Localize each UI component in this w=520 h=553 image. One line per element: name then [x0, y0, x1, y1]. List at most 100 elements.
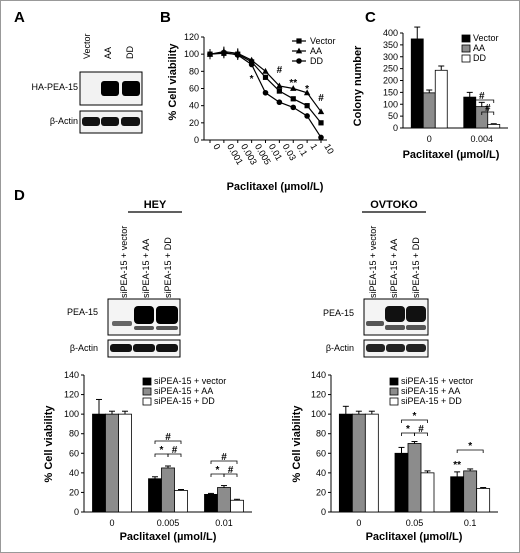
d2-significance-mark: * [406, 424, 410, 435]
c-x-tick-label: 0 [427, 134, 432, 144]
d2-y-tick-label: 140 [311, 370, 326, 380]
d1-bar [148, 478, 162, 513]
d1-x-tick-label: 0.005 [157, 518, 180, 528]
ovtoko-lane-dd: siPEA-15 + DD [411, 237, 421, 298]
d1-x-tick-label: 0 [109, 518, 114, 528]
d1-y-tick-label: 140 [64, 370, 79, 380]
c-x-tick-label: 0.004 [470, 134, 493, 144]
b-y-tick-label: 100 [184, 49, 199, 59]
c-ylabel: Colony number [352, 45, 364, 126]
b-significance-mark: # [277, 65, 283, 76]
d2-significance-mark: # [418, 424, 424, 435]
d2-legend-label: siPEA-15 + vector [401, 376, 473, 386]
d1-y-tick-label: 40 [69, 468, 79, 478]
b-significance-mark: ** [289, 78, 297, 89]
d1-bracket [167, 453, 182, 457]
b-point [296, 58, 302, 64]
b-y-tick-label: 120 [184, 32, 199, 42]
d2-y-tick-label: 60 [316, 448, 326, 458]
c-bracket [469, 99, 495, 103]
d2-xlabel: Paclitaxel (µmol/L) [366, 531, 463, 543]
b-point [317, 108, 325, 115]
blot-hey-title: HEY [144, 199, 167, 211]
b-point [303, 89, 311, 96]
c-significance-mark: # [479, 91, 485, 102]
b-x-tick-label: 1 [308, 142, 319, 151]
d2-y-tick-label: 80 [316, 429, 326, 439]
d1-bars [92, 398, 244, 513]
b-legend-label: DD [310, 56, 323, 66]
b-point [290, 96, 296, 102]
c-y-tick-label: 350 [383, 40, 398, 50]
d2-bar [364, 413, 379, 513]
d2-x-tick-label: 0 [356, 518, 361, 528]
d1-x-tick-label: 0.01 [215, 518, 233, 528]
d1-y-tick-label: 0 [74, 507, 79, 517]
d2-bar [420, 472, 435, 513]
d2-bar [351, 413, 366, 513]
d2-y-tick-label: 40 [316, 468, 326, 478]
d2-y-tick-label: 120 [311, 390, 326, 400]
b-significance-mark: * [250, 74, 254, 85]
blot-ovtoko: OVTOKO siPEA-15 + vector siPEA-15 + AA s… [323, 199, 429, 358]
d1-legend-swatch [142, 387, 152, 396]
d1-annotations: * ##* ## [154, 432, 238, 477]
d2-legend-swatch [389, 387, 399, 396]
d1-y-tick-label: 20 [69, 487, 79, 497]
d2-significance-mark: ** [453, 460, 461, 471]
b-point [296, 38, 302, 44]
c-bar [487, 124, 501, 129]
panel-d-ovtoko-chart: % Cell viability Paclitaxel (µmol/L) 0 20… [291, 370, 498, 543]
d1-bracket [223, 473, 238, 477]
blot-a-row-ha-pea15: HA-PEA-15 [31, 82, 78, 92]
b-point [234, 52, 241, 58]
c-legend-swatch [461, 54, 471, 63]
b-y-tick-label: 40 [189, 101, 199, 111]
c-legend-swatch [461, 44, 471, 53]
d1-y-tick-label: 80 [69, 429, 79, 439]
d1-bar [105, 413, 119, 513]
d2-x-tick-label: 0.05 [406, 518, 424, 528]
d1-legend-swatch [142, 397, 152, 406]
c-annotations: ## [469, 91, 495, 115]
d1-bar [92, 413, 106, 513]
d1-bar [230, 499, 244, 513]
d1-bar [118, 413, 132, 513]
panel-letter-b: B [160, 9, 171, 26]
c-y-tick-label: 50 [388, 111, 398, 121]
lane-label-dd: DD [125, 46, 135, 59]
d1-legend-label: siPEA-15 + AA [154, 386, 213, 396]
ovtoko-lane-vector: siPEA-15 + vector [368, 226, 378, 298]
d2-bracket [456, 449, 484, 453]
d2-bar [338, 413, 353, 513]
d1-significance-mark: # [165, 432, 171, 443]
c-significance-mark: # [485, 103, 491, 114]
d2-significance-mark: * [468, 441, 472, 452]
b-ylabel: % Cell viability [167, 43, 179, 121]
c-y-tick-label: 150 [383, 87, 398, 97]
blot-ovtoko-title: OVTOKO [370, 199, 418, 211]
b-point [304, 103, 310, 109]
b-point [318, 134, 324, 141]
d1-significance-mark: # [172, 445, 178, 456]
d1-significance-mark: # [228, 465, 234, 476]
blot-a-lane-labels: Vector AA DD [82, 33, 135, 59]
d2-legend-swatch [389, 397, 399, 406]
b-point [276, 88, 282, 94]
hey-lane-dd: siPEA-15 + DD [163, 237, 173, 298]
band-dd [122, 81, 140, 96]
blot-hey: HEY siPEA-15 + vector siPEA-15 + AA siPE… [67, 199, 182, 358]
hey-lane-vector: siPEA-15 + vector [119, 226, 129, 298]
c-y-tick-label: 250 [383, 64, 398, 74]
d2-bar [476, 488, 491, 513]
b-point [248, 56, 255, 63]
d2-bar [463, 470, 478, 513]
b-x-tick-label: 10 [322, 142, 336, 156]
ovtoko-row-pea15: PEA-15 [323, 308, 354, 318]
d1-bracket [154, 440, 182, 444]
